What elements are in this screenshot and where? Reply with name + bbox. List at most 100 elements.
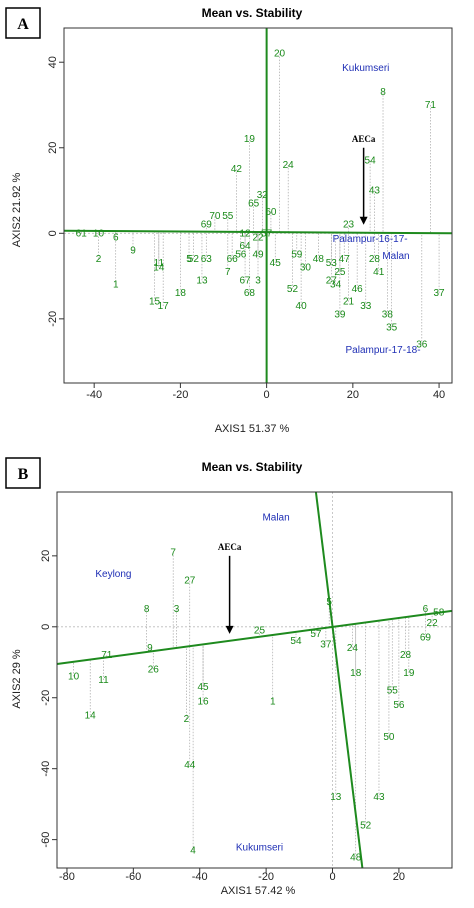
environment-label: Malan — [262, 512, 289, 523]
genotype-point: 9 — [147, 643, 153, 654]
genotype-point: 58 — [433, 608, 445, 619]
genotype-point: 1 — [270, 696, 276, 707]
genotype-point: 28 — [400, 650, 412, 661]
genotype-point: 10 — [93, 228, 105, 239]
genotype-point: 39 — [334, 310, 346, 321]
chart-panel-a: A Mean vs. Stability AXIS1 51.37 % AXIS2… — [5, 6, 453, 435]
genotype-point: 13 — [196, 275, 208, 286]
genotype-point: 24 — [283, 160, 295, 171]
genotype-point: 40 — [296, 301, 308, 312]
genotype-point: 19 — [403, 668, 415, 679]
genotype-point: 33 — [360, 301, 372, 312]
genotype-point: 35 — [386, 322, 398, 333]
y-tick-label: -60 — [40, 832, 52, 848]
genotype-point: 37 — [434, 288, 446, 299]
plot-frame — [56, 491, 453, 869]
genotype-point: 67 — [240, 275, 252, 286]
genotype-point: 45 — [270, 258, 282, 269]
genotype-point: 4 — [190, 845, 196, 856]
genotype-point: 60 — [265, 207, 277, 218]
aec-arrow-head — [225, 625, 234, 634]
x-tick-label: -20 — [258, 871, 274, 883]
x-tick-label: 40 — [433, 389, 445, 401]
genotype-point: 44 — [184, 760, 196, 771]
genotype-point: 69 — [420, 632, 432, 643]
chart-a-title: Mean vs. Stability — [202, 6, 303, 20]
genotype-point: 16 — [197, 696, 209, 707]
y-tick-label: 0 — [47, 230, 59, 236]
genotype-point: 8 — [380, 87, 386, 98]
genotype-point: 61 — [76, 228, 88, 239]
genotype-point: 28 — [369, 254, 381, 265]
y-tick-label: 20 — [47, 142, 59, 154]
genotype-point: 18 — [175, 288, 187, 299]
genotype-point: 54 — [365, 156, 377, 167]
genotype-point: 56 — [393, 700, 405, 711]
genotype-point: 8 — [144, 604, 150, 615]
genotype-point: 50 — [383, 732, 395, 743]
genotype-point: 52 — [287, 284, 299, 295]
x-tick-label: 20 — [393, 871, 405, 883]
panel-b-badge — [5, 457, 41, 489]
genotype-point: 27 — [184, 576, 196, 587]
aec-axis-line — [314, 491, 364, 869]
genotype-point: 6 — [423, 604, 429, 615]
x-tick-label: 0 — [264, 389, 270, 401]
genotype-point: 12 — [240, 228, 252, 239]
genotype-point: 52 — [188, 254, 200, 265]
y-tick-label: -20 — [40, 690, 52, 706]
environment-label: Kukumseri — [236, 842, 283, 853]
genotype-point: 25 — [334, 267, 346, 278]
environment-label: Malan — [382, 251, 409, 262]
genotype-point: 54 — [290, 636, 302, 647]
aec-axis-line — [56, 609, 453, 666]
chart-b-xlabel: AXIS1 57.42 % — [221, 885, 296, 897]
genotype-point: 43 — [373, 792, 385, 803]
genotype-point: 37 — [320, 640, 332, 651]
genotype-point: 19 — [244, 134, 256, 145]
chart-b-ylabel: AXIS2 29 % — [11, 649, 23, 709]
genotype-point: 7 — [170, 547, 176, 558]
panel-a-letter: A — [17, 16, 29, 33]
genotype-point: 18 — [350, 668, 362, 679]
plot-frame — [63, 27, 453, 384]
genotype-point: 57 — [261, 228, 273, 239]
x-tick-label: -80 — [59, 871, 75, 883]
genotype-point: 66 — [227, 254, 239, 265]
genotype-point: 14 — [153, 263, 165, 274]
genotype-point: 24 — [347, 643, 359, 654]
genotype-point: 36 — [416, 340, 428, 351]
genotype-point: 13 — [330, 792, 342, 803]
genotype-point: 21 — [343, 297, 355, 308]
chart-panel-b: B Mean vs. Stability AXIS1 57.42 % AXIS2… — [0, 454, 474, 908]
genotype-point: 47 — [339, 254, 351, 265]
genotype-point: 32 — [257, 190, 269, 201]
genotype-point: 20 — [274, 49, 286, 60]
genotype-point: 23 — [343, 220, 355, 231]
chart-a-xlabel: AXIS1 51.37 % — [215, 423, 290, 435]
genotype-point: 34 — [330, 280, 342, 291]
y-tick-label: -20 — [47, 311, 59, 327]
genotype-point: 11 — [154, 258, 165, 269]
genotype-point: 48 — [313, 254, 325, 265]
x-tick-label: 0 — [329, 871, 335, 883]
genotype-point: 64 — [240, 241, 252, 252]
chart-b-title: Mean vs. Stability — [202, 460, 303, 474]
genotype-point: 15 — [149, 297, 161, 308]
genotype-point: 30 — [300, 263, 312, 274]
genotype-point: 68 — [244, 288, 256, 299]
chart-a-ylabel: AXIS2 21.92 % — [11, 172, 23, 247]
y-tick-label: -40 — [40, 761, 52, 777]
genotype-point: 71 — [425, 100, 437, 111]
genotype-point: 6 — [113, 233, 119, 244]
y-tick-label: 0 — [40, 624, 52, 630]
genotype-point: 71 — [101, 650, 113, 661]
genotype-point: 25 — [254, 625, 266, 636]
aec-arrow-label: AECa — [218, 542, 242, 552]
genotype-point: 26 — [148, 664, 160, 675]
genotype-point: 9 — [130, 245, 136, 256]
genotype-point: 2 — [184, 714, 190, 725]
genotype-point: 46 — [352, 284, 364, 295]
genotype-point: 14 — [85, 710, 97, 721]
genotype-point: 22 — [427, 618, 439, 629]
